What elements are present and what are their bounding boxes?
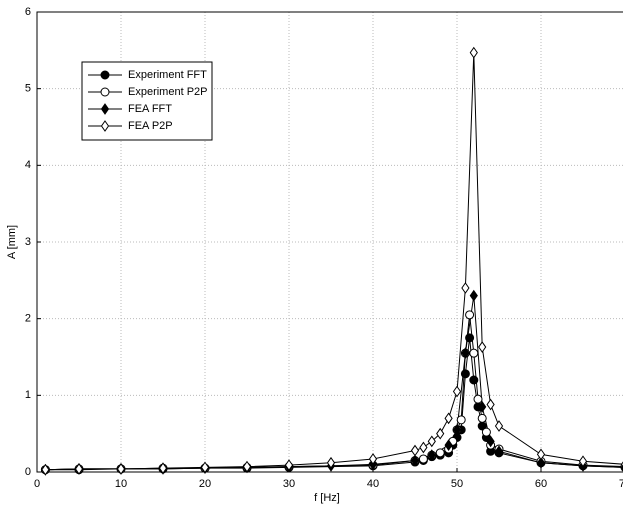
y-tick-label: 6	[25, 6, 31, 18]
marker	[461, 282, 470, 294]
marker	[460, 369, 470, 379]
marker	[456, 415, 466, 425]
marker	[368, 453, 378, 465]
marker	[410, 454, 420, 467]
marker	[242, 460, 252, 473]
x-tick-label: 50	[451, 478, 463, 490]
x-tick-label: 20	[199, 478, 211, 490]
axes-frame	[36, 11, 623, 473]
marker	[444, 412, 453, 425]
marker	[481, 427, 491, 437]
legend-marker	[100, 70, 110, 80]
marker	[158, 462, 168, 475]
marker	[200, 461, 210, 474]
x-tick-label: 30	[283, 478, 295, 490]
marker	[116, 463, 126, 475]
marker	[452, 385, 462, 398]
marker	[478, 400, 487, 413]
marker	[326, 456, 336, 469]
marker	[418, 454, 428, 464]
marker	[578, 455, 588, 468]
legend-label: Experiment P2P	[128, 86, 207, 98]
marker	[469, 46, 478, 59]
y-tick-label: 3	[25, 236, 31, 248]
x-tick-label: 60	[535, 478, 547, 490]
marker	[435, 448, 445, 458]
marker	[461, 347, 470, 360]
marker	[436, 427, 445, 440]
x-tick-label: 10	[115, 478, 127, 490]
marker	[74, 463, 84, 475]
marker	[284, 459, 294, 471]
marker	[536, 456, 546, 469]
legend-marker	[100, 103, 110, 115]
y-tick-label: 5	[25, 83, 31, 95]
y-axis-label: A [mm]	[6, 225, 18, 259]
marker	[536, 448, 546, 461]
marker	[494, 420, 504, 432]
y-tick-label: 2	[25, 313, 31, 325]
marker	[486, 398, 495, 411]
y-tick-label: 4	[25, 159, 31, 171]
marker	[410, 444, 420, 457]
legend-label: FEA FFT	[128, 103, 172, 115]
marker	[444, 439, 453, 452]
legend-label: Experiment FFT	[128, 69, 207, 81]
marker	[477, 413, 487, 423]
y-tick-label: 0	[25, 466, 31, 478]
y-tick-label: 1	[25, 389, 31, 401]
marker	[478, 341, 487, 353]
x-axis-label: f [Hz]	[314, 492, 340, 504]
marker	[486, 435, 495, 448]
marker	[469, 375, 479, 385]
marker	[427, 435, 436, 448]
x-tick-label: 70	[619, 478, 623, 490]
marker	[473, 394, 483, 404]
marker	[41, 463, 50, 476]
marker	[419, 441, 428, 454]
marker	[469, 289, 478, 302]
legend-marker	[100, 87, 110, 97]
marker	[469, 348, 479, 358]
marker	[465, 333, 475, 343]
marker	[494, 445, 504, 458]
x-tick-label: 0	[34, 478, 40, 490]
marker	[465, 310, 475, 320]
marker	[452, 423, 462, 436]
marker	[427, 449, 436, 462]
legend-marker	[100, 120, 110, 132]
x-tick-label: 40	[367, 478, 379, 490]
legend-label: FEA P2P	[128, 120, 173, 132]
